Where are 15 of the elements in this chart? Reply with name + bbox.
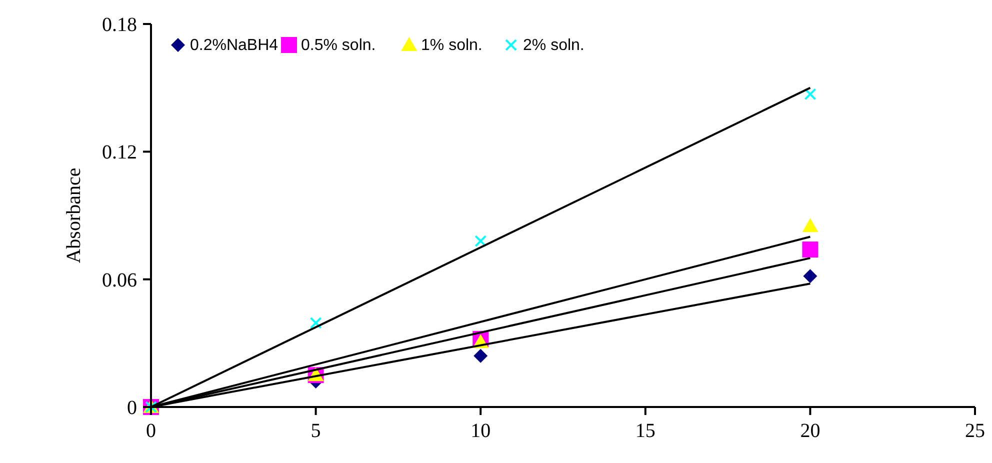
legend-label: 2% soln. — [523, 37, 584, 54]
x-tick-label: 25 — [965, 420, 985, 442]
y-tick-label: 0.18 — [102, 14, 137, 36]
legend-label: 0.2%NaBH4 — [190, 37, 278, 54]
y-axis-title: Absorbance — [63, 168, 85, 264]
legend-label: 0.5% soln. — [301, 37, 376, 54]
x-tick-label: 20 — [800, 420, 820, 442]
legend-label: 1% soln. — [421, 37, 482, 54]
y-tick-label: 0.06 — [102, 269, 137, 292]
y-tick-label: 0.12 — [102, 142, 137, 164]
x-tick-label: 0 — [146, 420, 156, 442]
x-tick-label: 5 — [310, 420, 321, 442]
y-tick-label: 0 — [127, 397, 137, 419]
x-tick-label: 10 — [470, 420, 491, 442]
x-tick-label: 15 — [635, 420, 656, 442]
